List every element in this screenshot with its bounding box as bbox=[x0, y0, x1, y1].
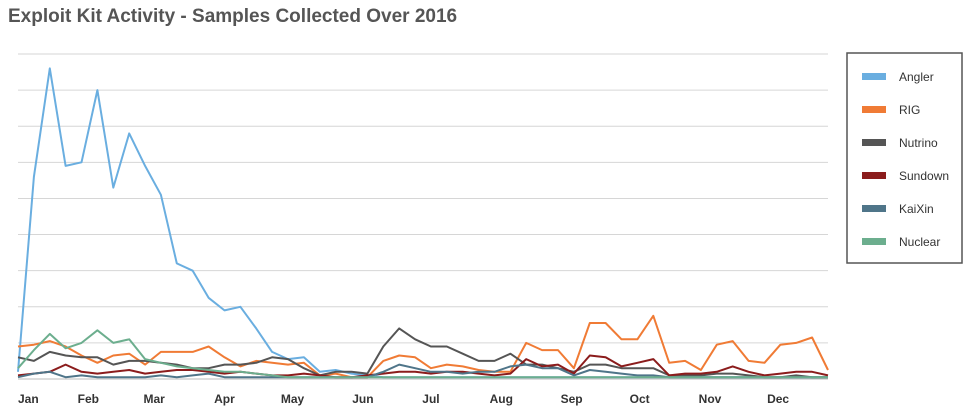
x-tick-label: Mar bbox=[143, 392, 165, 406]
legend-box bbox=[846, 52, 963, 264]
legend-label: Angler bbox=[899, 70, 934, 84]
series-line-angler bbox=[17, 67, 828, 379]
legend-label: Nutrino bbox=[899, 136, 938, 150]
gridlines bbox=[18, 53, 828, 380]
series-line-sundown bbox=[17, 354, 829, 379]
series-line-nuclear bbox=[17, 329, 828, 379]
series-lines bbox=[17, 67, 829, 379]
x-tick-label: Nov bbox=[699, 392, 722, 406]
legend-swatch bbox=[862, 73, 886, 80]
legend-swatch bbox=[862, 205, 886, 212]
legend-label: RIG bbox=[899, 103, 920, 117]
legend-swatch bbox=[862, 139, 886, 146]
x-tick-label: Jul bbox=[422, 392, 439, 406]
legend-swatch bbox=[862, 106, 886, 113]
legend-label: Sundown bbox=[899, 169, 949, 183]
x-axis-ticks: Jan Feb Mar Apr May Jun Jul Aug Sep Oct Nov Dec bbox=[18, 392, 789, 406]
legend: Angler RIG Nutrino Sundown KaiXin Nuclear bbox=[846, 52, 963, 264]
x-tick-label: May bbox=[281, 392, 305, 406]
x-tick-label: Aug bbox=[490, 392, 513, 406]
series-line-rig bbox=[17, 314, 829, 379]
legend-swatch bbox=[862, 238, 886, 245]
chart-title: Exploit Kit Activity - Samples Collected… bbox=[8, 6, 458, 27]
x-tick-label: Dec bbox=[767, 392, 789, 406]
legend-label: Nuclear bbox=[899, 235, 940, 249]
x-tick-label: Oct bbox=[630, 392, 650, 406]
legend-swatch bbox=[862, 172, 886, 179]
legend-label: KaiXin bbox=[899, 202, 934, 216]
x-tick-label: Jan bbox=[18, 392, 39, 406]
x-tick-label: Apr bbox=[214, 392, 235, 406]
x-tick-label: Sep bbox=[561, 392, 583, 406]
x-tick-label: Jun bbox=[352, 392, 373, 406]
x-tick-label: Feb bbox=[78, 392, 99, 406]
